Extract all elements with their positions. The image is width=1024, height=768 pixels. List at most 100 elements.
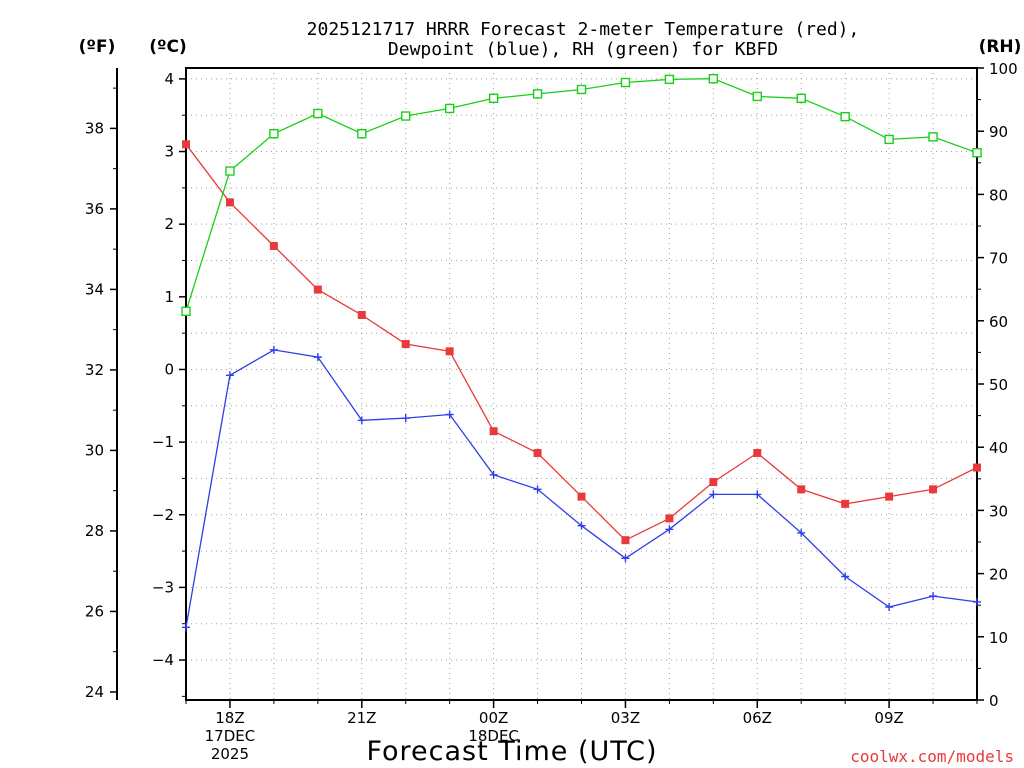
temperature-point <box>445 347 454 356</box>
series-layer <box>181 74 982 632</box>
celsius-tick-label: 1 <box>164 288 174 306</box>
rh-point <box>796 93 806 104</box>
temperature-point <box>665 514 674 523</box>
dewpoint-point <box>973 597 981 606</box>
temperature-point <box>401 340 410 349</box>
temperature-point <box>225 198 234 207</box>
dewpoint-point <box>225 371 234 380</box>
grid <box>186 68 977 700</box>
dewpoint-point <box>269 345 278 354</box>
time-tick-label: 21Z <box>347 709 376 727</box>
fahrenheit-tick-label: 36 <box>85 200 104 218</box>
rh-point <box>708 74 719 84</box>
rh-point <box>401 111 411 121</box>
fahrenheit-tick-label: 32 <box>85 361 104 379</box>
time-tick-label: 06Z <box>743 709 772 727</box>
temperature-point <box>929 485 938 494</box>
celsius-tick-label: 0 <box>164 360 174 378</box>
dewpoint-point <box>489 470 498 479</box>
rh-point <box>664 74 675 85</box>
time-tick-label: 09Z <box>874 709 903 727</box>
fahrenheit-tick-label: 24 <box>85 683 104 701</box>
temperature-point <box>357 310 366 319</box>
rh-tick-label: 80 <box>989 186 1008 204</box>
rh-point <box>269 129 279 139</box>
dewpoint-point <box>401 414 410 423</box>
rh-point <box>225 166 235 176</box>
dewpoint-point <box>841 572 850 581</box>
rh-point <box>181 306 191 317</box>
chart-title-line2: Dewpoint (blue), RH (green) for KBFD <box>388 39 778 60</box>
temperature-point <box>797 485 806 494</box>
rh-point <box>752 91 762 102</box>
temperature-point <box>577 492 586 501</box>
celsius-tick-label: 2 <box>164 215 174 233</box>
dewpoint-point <box>709 490 718 499</box>
temperature-point <box>753 449 762 458</box>
celsius-tick-label: 3 <box>164 143 174 161</box>
celsius-tick-label: −2 <box>152 506 174 524</box>
rh-point <box>620 77 631 88</box>
dewpoint-point <box>445 410 454 419</box>
fahrenheit-tick-label: 38 <box>85 119 104 137</box>
rh-point <box>840 111 850 122</box>
celsius-tick-label: −4 <box>152 651 174 669</box>
rh-point <box>357 129 367 139</box>
fahrenheit-axis: 24 26 28 30 32 34 36 38 <box>85 87 117 701</box>
rh-point <box>928 132 938 142</box>
rh-tick-label: 0 <box>989 692 999 710</box>
dewpoint-point <box>929 592 938 601</box>
celsius-tick-label: −1 <box>152 433 174 451</box>
time-tick-label: 18Z <box>215 709 244 727</box>
temperature-point <box>709 478 718 487</box>
time-date-label: 18DEC <box>468 727 519 745</box>
rh-tick-label: 40 <box>989 439 1008 457</box>
rh-axis: 0 10 20 30 40 50 60 70 80 90 100 <box>977 60 1018 710</box>
dewpoint-point <box>577 521 586 530</box>
celsius-axis: −4 −3 −2 −1 0 1 2 3 4 <box>152 70 186 697</box>
rh-point <box>313 108 323 119</box>
fahrenheit-tick-label: 26 <box>85 602 104 620</box>
series-temperature <box>182 140 981 545</box>
rh-tick-label: 60 <box>989 313 1008 331</box>
rh-tick-label: 20 <box>989 566 1008 584</box>
temperature-point <box>621 536 630 545</box>
temperature-point <box>841 499 850 508</box>
rh-tick-label: 30 <box>989 502 1008 520</box>
credit-link[interactable]: coolwx.com/models <box>850 747 1014 766</box>
rh-point <box>576 84 587 95</box>
fahrenheit-unit-label: (ºF) <box>79 37 116 57</box>
rh-tick-label: 90 <box>989 123 1008 141</box>
temperature-point <box>489 427 498 436</box>
temperature-point <box>269 241 278 250</box>
x-axis-title: Forecast Time (UTC) <box>366 736 657 767</box>
time-tick-label: 03Z <box>611 709 640 727</box>
dewpoint-point <box>665 525 674 534</box>
rh-point <box>532 89 543 99</box>
temperature-point <box>182 140 190 149</box>
dewpoint-point <box>885 603 894 612</box>
rh-tick-label: 10 <box>989 629 1008 647</box>
fahrenheit-tick-label: 34 <box>85 280 104 298</box>
dewpoint-point <box>357 416 366 425</box>
time-date-label: 17DEC <box>205 727 256 745</box>
celsius-unit-label: (ºC) <box>149 37 187 57</box>
dewpoint-point <box>182 623 190 632</box>
rh-unit-label: (RH) <box>979 37 1022 57</box>
rh-point <box>884 134 894 145</box>
temperature-point <box>313 285 322 294</box>
dewpoint-point <box>313 353 322 362</box>
dewpoint-point <box>533 485 542 494</box>
temperature-point <box>885 492 894 501</box>
rh-point <box>488 93 499 104</box>
time-tick-label: 00Z <box>479 709 508 727</box>
temperature-point <box>533 449 542 458</box>
rh-tick-label: 70 <box>989 250 1008 268</box>
dewpoint-point <box>621 554 630 563</box>
rh-point <box>972 147 982 158</box>
dewpoint-point <box>797 528 806 537</box>
celsius-tick-label: −3 <box>152 578 174 596</box>
chart-title-line1: 2025121717 HRRR Forecast 2-meter Tempera… <box>307 19 860 40</box>
